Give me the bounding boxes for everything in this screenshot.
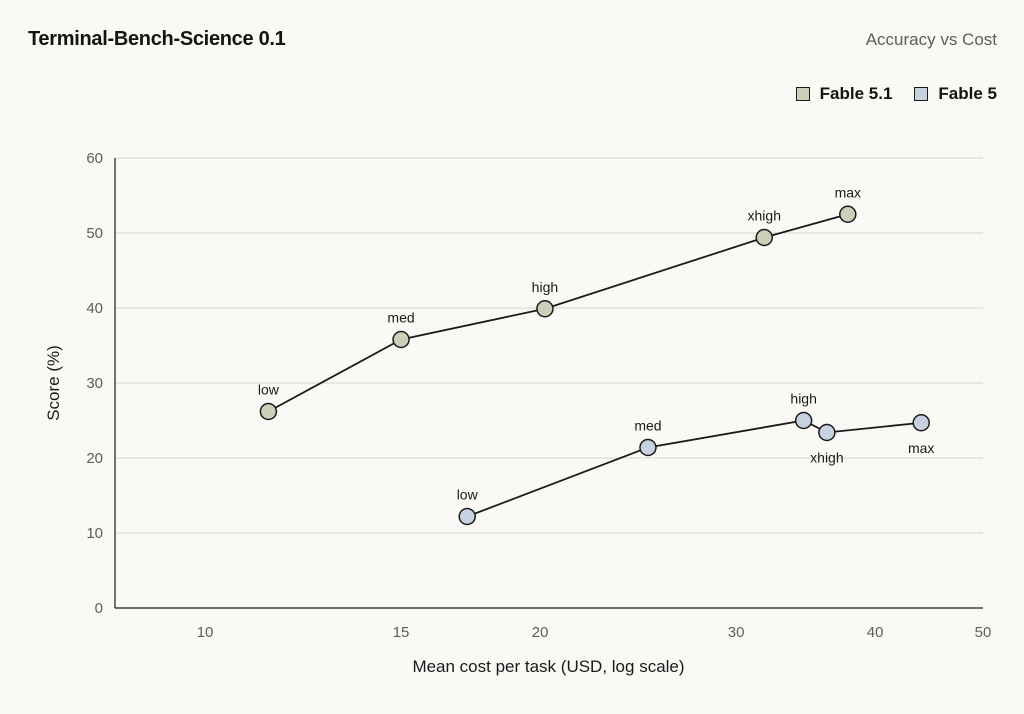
data-point-fable-5-low (458, 507, 476, 526)
x-tick-label: 20 (532, 624, 549, 641)
chart-title: Terminal-Bench-Science 0.1 (28, 28, 286, 50)
x-tick-label: 30 (728, 624, 745, 641)
data-label-fable-5-1-low: low (258, 382, 280, 398)
y-tick-label: 30 (86, 375, 103, 392)
data-label-fable-5-1-max: max (835, 184, 861, 200)
x-tick-label: 15 (393, 624, 410, 641)
data-point-fable-5-high (794, 411, 813, 430)
data-label-fable-5-1-xhigh: xhigh (748, 208, 781, 224)
y-axis-title: Score (%) (44, 345, 63, 421)
data-point-fable-5-1-high (536, 300, 554, 318)
data-point-fable-5-xhigh (818, 423, 836, 442)
y-tick-label: 50 (86, 225, 103, 242)
x-tick-label: 10 (197, 624, 214, 641)
y-tick-label: 10 (86, 525, 103, 542)
data-label-fable-5-1-high: high (532, 279, 558, 295)
legend-swatch-fable-5 (914, 87, 929, 101)
data-point-fable-5-1-low (259, 402, 278, 421)
data-label-fable-5-1-med: med (387, 310, 414, 326)
data-label-fable-5-xhigh: xhigh (810, 450, 843, 466)
y-tick-label: 20 (86, 450, 103, 467)
data-label-fable-5-med: med (634, 418, 661, 434)
x-axis-title: Mean cost per task (USD, log scale) (412, 657, 684, 676)
data-point-fable-5-1-med (392, 330, 410, 349)
y-tick-label: 0 (95, 600, 103, 617)
x-tick-label: 50 (975, 624, 992, 641)
data-label-fable-5-high: high (790, 391, 816, 407)
legend-label-fable-5: Fable 5 (938, 84, 997, 103)
legend-item-fable-5: Fable 5 (914, 84, 997, 104)
legend-item-fable-5-1: Fable 5.1 (795, 84, 893, 104)
legend-label-fable-5-1: Fable 5.1 (819, 84, 893, 103)
data-point-fable-5-max (912, 414, 930, 432)
data-label-fable-5-max: max (908, 440, 934, 456)
x-tick-label: 40 (867, 624, 884, 641)
y-tick-label: 60 (86, 150, 103, 167)
data-point-fable-5-med (639, 438, 657, 457)
y-tick-label: 40 (86, 300, 103, 317)
data-point-fable-5-1-max (839, 205, 857, 223)
legend: Fable 5.1 Fable 5 (795, 84, 997, 104)
chart-subtitle: Accuracy vs Cost (865, 30, 997, 49)
data-point-fable-5-1-xhigh (755, 228, 774, 247)
legend-swatch-fable-5-1 (795, 87, 810, 101)
series-line-fable-5 (466, 419, 922, 518)
data-label-fable-5-low: low (457, 487, 479, 503)
